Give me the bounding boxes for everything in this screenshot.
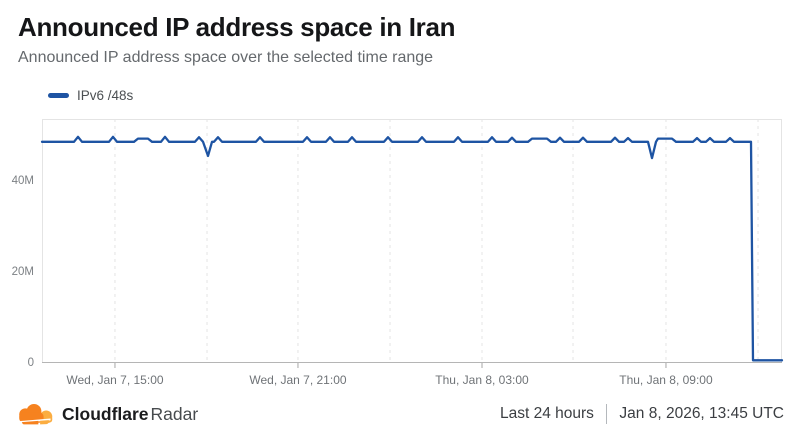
- y-axis-tick-label: 40M: [11, 174, 34, 187]
- x-axis-tick-label: Thu, Jan 8, 03:00: [435, 373, 529, 387]
- y-axis-tick-label: 0: [27, 357, 34, 369]
- cloudflare-radar-logo[interactable]: Cloudflare Radar: [14, 402, 198, 426]
- brand-radar: Radar: [150, 403, 199, 424]
- footer: Cloudflare Radar Last 24 hours Jan 8, 202…: [0, 400, 800, 428]
- x-axis-tick-label: Wed, Jan 7, 15:00: [66, 373, 164, 387]
- cloudflare-cloud-icon: [14, 404, 53, 425]
- series-line-ipv6-48s: [40, 135, 784, 362]
- brand-text: Cloudflare Radar: [62, 404, 198, 425]
- timestamp-label: Jan 8, 2026, 13:45 UTC: [619, 405, 784, 422]
- line-chart: [40, 119, 784, 368]
- x-axis-tick-label: Wed, Jan 7, 21:00: [249, 373, 347, 387]
- footer-meta: Last 24 hours Jan 8, 2026, 13:45 UTC: [500, 404, 784, 424]
- brand-cloudflare: Cloudflare: [62, 403, 149, 424]
- time-range-label: Last 24 hours: [499, 405, 594, 422]
- legend[interactable]: IPv6 /48s: [48, 88, 133, 103]
- legend-label: IPv6 /48s: [77, 88, 134, 103]
- page-title: Announced IP address space in Iran: [18, 12, 456, 42]
- chart-plot-area[interactable]: [40, 119, 784, 368]
- x-axis-tick-label: Thu, Jan 8, 09:00: [619, 373, 713, 387]
- y-axis-tick-label: 20M: [11, 265, 34, 278]
- page-subtitle: Announced IP address space over the sele…: [18, 49, 434, 66]
- legend-line-swatch-icon: [48, 93, 69, 98]
- footer-separator: [605, 404, 608, 424]
